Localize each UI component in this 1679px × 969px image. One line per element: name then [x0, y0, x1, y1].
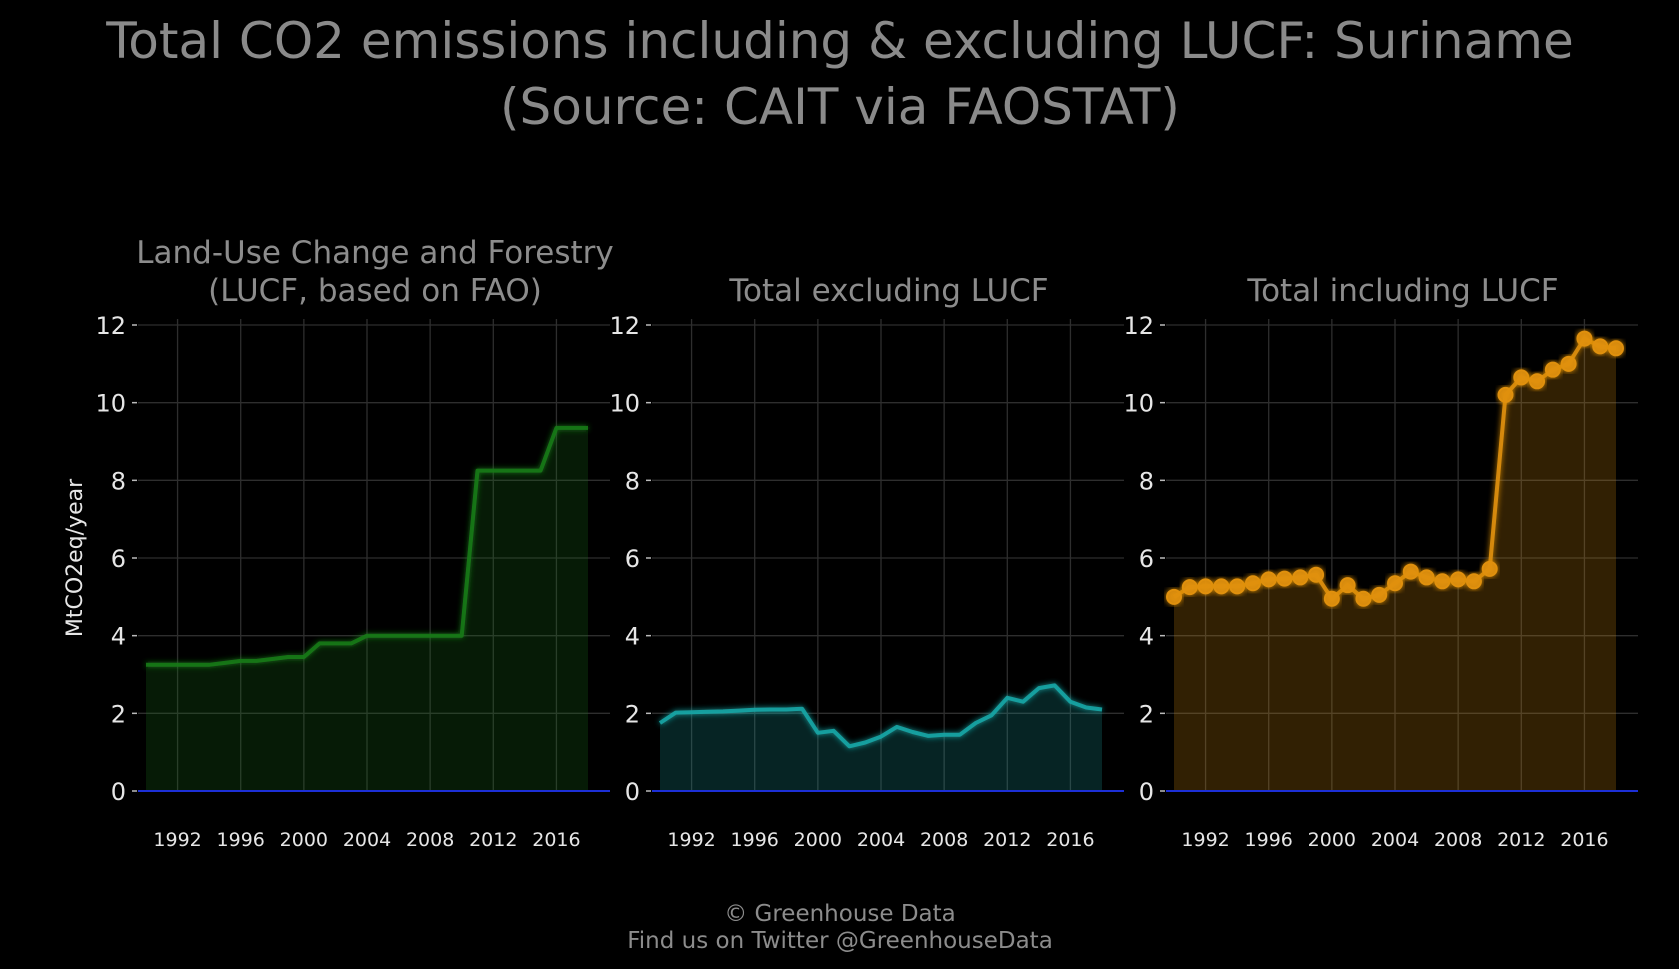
data-point — [1434, 573, 1451, 590]
x-tick-label: 2016 — [1046, 829, 1094, 851]
data-point — [1544, 361, 1561, 378]
series-line — [146, 425, 588, 667]
y-axis-label: MtCO2eq/year — [63, 478, 88, 637]
y-tick-label: 0 — [625, 778, 640, 806]
panel-title: Total excluding LUCF — [728, 273, 1048, 309]
y-tick-label: 6 — [625, 545, 640, 573]
y-tick-label: 4 — [625, 623, 640, 651]
y-tick-label: 4 — [1139, 623, 1154, 651]
x-tick-label: 1992 — [1181, 829, 1229, 851]
x-tick-label: 2012 — [1497, 829, 1545, 851]
x-tick-label: 2004 — [343, 829, 391, 851]
x-tick-label: 1996 — [731, 829, 779, 851]
data-point — [1402, 563, 1419, 580]
chart-subtitle: (Source: CAIT via FAOSTAT) — [500, 78, 1180, 136]
panel-title: (LUCF, based on FAO) — [208, 273, 542, 309]
data-point — [1465, 573, 1482, 590]
data-point — [1592, 338, 1609, 355]
x-tick-label: 2000 — [1308, 829, 1356, 851]
y-tick-label: 2 — [1139, 700, 1154, 728]
data-point — [1450, 571, 1467, 588]
y-tick-label: 6 — [111, 545, 126, 573]
series-area — [1174, 338, 1616, 791]
data-point — [1166, 588, 1182, 605]
y-tick-label: 4 — [111, 623, 126, 651]
data-point — [1560, 355, 1577, 372]
x-tick-label: 2004 — [857, 829, 905, 851]
chart-title: Total CO2 emissions including & excludin… — [105, 12, 1573, 70]
data-point — [1481, 560, 1498, 577]
data-point — [1260, 571, 1277, 588]
panel-title: Land-Use Change and Forestry — [136, 235, 614, 271]
panel-1: 0 2 4 6 8 10 12 1992 1996 2000 2004 2008 2012 2016 Lan… — [63, 235, 614, 851]
x-tick-label: 2000 — [280, 829, 328, 851]
data-point — [1355, 590, 1372, 607]
data-point — [1292, 569, 1309, 586]
panel-title: Total including LUCF — [1246, 273, 1558, 309]
data-point — [1418, 569, 1435, 586]
series-line — [658, 683, 1103, 749]
x-tick-label: 2008 — [406, 829, 454, 851]
data-point — [1308, 566, 1325, 583]
y-tick-label: 8 — [111, 467, 126, 495]
x-tick-label: 2012 — [469, 829, 517, 851]
y-tick-label: 8 — [1139, 467, 1154, 495]
y-tick-label: 2 — [111, 700, 126, 728]
x-tick-label: 2016 — [1560, 829, 1608, 851]
data-point — [1513, 369, 1530, 386]
y-tick-label: 0 — [1139, 778, 1154, 806]
data-point — [1497, 386, 1514, 403]
y-tick-label: 12 — [609, 312, 640, 340]
x-tick-label: 1992 — [667, 829, 715, 851]
y-tick-label: 2 — [625, 700, 640, 728]
data-point — [1276, 570, 1293, 587]
x-tick-label: 2008 — [920, 829, 968, 851]
y-tick-label: 10 — [609, 390, 640, 418]
x-tick-label: 2004 — [1371, 829, 1419, 851]
panel-2: 0 2 4 6 8 10 12 1992 1996 2000 2004 2008 2012 2016 Tot… — [609, 273, 1124, 851]
x-tick-label: 2012 — [983, 829, 1031, 851]
data-point — [1244, 575, 1261, 592]
data-point — [1371, 586, 1388, 603]
x-tick-label: 2008 — [1434, 829, 1482, 851]
data-point — [1608, 340, 1624, 357]
x-tick-label: 1992 — [153, 829, 201, 851]
series-area — [146, 427, 588, 791]
x-tick-label: 2000 — [794, 829, 842, 851]
caption-twitter: Find us on Twitter @GreenhouseData — [627, 928, 1053, 954]
y-tick-label: 0 — [111, 778, 126, 806]
x-tick-label: 2016 — [532, 829, 580, 851]
caption-copyright: © Greenhouse Data — [724, 901, 956, 927]
data-point — [1323, 590, 1340, 607]
y-tick-label: 10 — [95, 390, 126, 418]
data-point — [1229, 578, 1246, 595]
panel-3: 0 2 4 6 8 10 12 1992 1996 2000 2004 2008 2012 2016 Tot… — [1123, 273, 1638, 851]
data-point — [1529, 373, 1546, 390]
data-point — [1197, 578, 1214, 595]
y-tick-label: 10 — [1123, 390, 1154, 418]
data-point — [1339, 577, 1356, 594]
y-tick-label: 6 — [1139, 545, 1154, 573]
data-point — [1576, 330, 1593, 347]
data-point — [1213, 578, 1230, 595]
y-tick-label: 12 — [1123, 312, 1154, 340]
x-tick-label: 1996 — [217, 829, 265, 851]
y-tick-label: 8 — [625, 467, 640, 495]
y-tick-label: 12 — [95, 312, 126, 340]
data-point — [1181, 579, 1198, 596]
data-point — [1387, 575, 1403, 592]
x-tick-label: 1996 — [1245, 829, 1293, 851]
